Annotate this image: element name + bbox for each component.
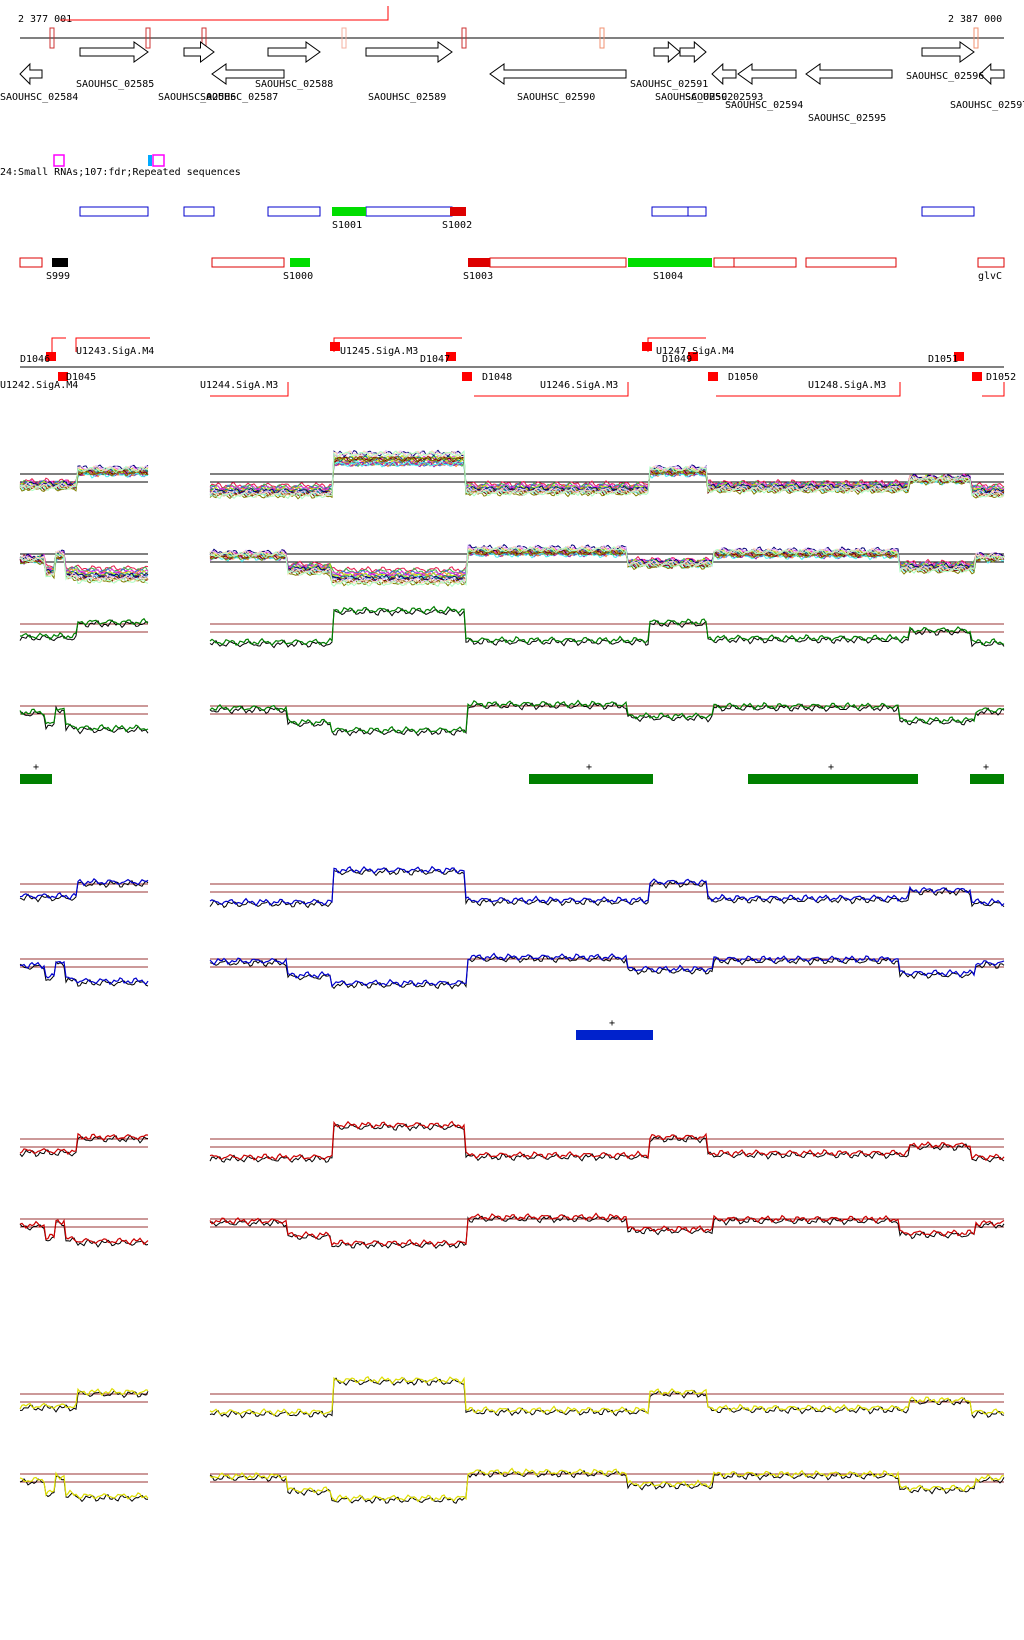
promoter-label: U1244.SigA.M3 [200,380,278,391]
expression-panel [19,1467,1005,1504]
promoter-label: U1248.SigA.M3 [808,380,886,391]
expression-panel [19,1120,1005,1163]
plus-mark: + [33,762,39,773]
gene-label: SAOUHSC_02596 [906,71,984,82]
promoter-label: D1047 [420,354,450,365]
gene-label: SAOUHSC_02593 [685,92,763,103]
segments-plus-track: S1001 S1002 [79,206,975,231]
plus-mark: + [983,762,989,773]
promoter-label: D1050 [728,372,758,383]
promoter-label: D1051 [928,354,958,365]
promoter-label: D1049 [662,354,692,365]
gene-label: SAOUHSC_02592 [655,92,733,103]
expression-panel [19,699,1005,737]
coordinate-ruler: 2 377 001 2 387 000 [18,14,1004,49]
gene-label: SAOUHSC_02586 [158,92,236,103]
expression-panel [19,1376,1005,1419]
gene-label: SAOUHSC_02597 [950,100,1024,111]
gene-label: SAOUHSC_02591 [630,79,708,90]
segment-label: S1001 [332,220,362,231]
promoter-label: D1048 [482,372,512,383]
expression-tracks [19,449,1005,1504]
gene-label: SAOUHSC_02588 [255,79,333,90]
promoter-track: D1046 U1243.SigA.M4 U1245.SigA.M3 D1047 … [0,6,1016,397]
blue-region-bar: + [576,1018,653,1040]
segment-label: S999 [46,271,70,282]
plus-mark: + [609,1018,615,1029]
feature-legend: 24:Small RNAs;107:fdr;Repeated sequences [0,154,241,178]
segments-minus-track: S999 S1000 S1003 S1004 glvC [19,257,1005,282]
expression-panel [19,1212,1005,1250]
expression-panel [19,865,1005,909]
gene-label: SAOUHSC_02587 [200,92,278,103]
plus-mark: + [586,762,592,773]
expression-panel [19,605,1005,649]
promoter-label: U1243.SigA.M4 [76,346,154,357]
gene-label: SAOUHSC_02594 [725,100,803,111]
promoter-label: D1045 [66,372,96,383]
promoter-label: U1246.SigA.M3 [540,380,618,391]
gene-label: SAOUHSC_02590 [517,92,595,103]
promoter-label: D1046 [20,354,50,365]
segment-label: S1002 [442,220,472,231]
end-coordinate: 2 387 000 [948,14,1002,25]
gene-label: SAOUHSC_02595 [808,113,886,124]
segment-label: S1004 [653,271,683,282]
gene-label: SAOUHSC_02589 [368,92,446,103]
segment-label: S1003 [463,271,493,282]
start-coordinate: 2 377 001 [18,14,72,25]
expression-panel [19,543,1005,588]
promoter-label: U1242.SigA.M4 [0,380,78,391]
gene-label: SAOUHSC_02585 [76,79,154,90]
promoter-label: U1247.SigA.M4 [656,346,734,357]
plus-mark: + [828,762,834,773]
promoter-label: D1052 [986,372,1016,383]
promoter-label: U1245.SigA.M3 [340,346,418,357]
gene-shapes [19,40,1005,86]
expression-panel [19,449,1005,500]
legend-text: 24:Small RNAs;107:fdr;Repeated sequences [0,167,241,178]
expression-panel [19,952,1005,990]
green-region-bars: + + + + [20,762,1004,784]
gene-label: SAOUHSC_02584 [0,92,78,103]
segment-label: glvC [978,271,1002,282]
gene-track: SAOUHSC_02584 SAOUHSC_02585 SAOUHSC_0258… [0,40,1024,124]
segment-label: S1000 [283,271,313,282]
